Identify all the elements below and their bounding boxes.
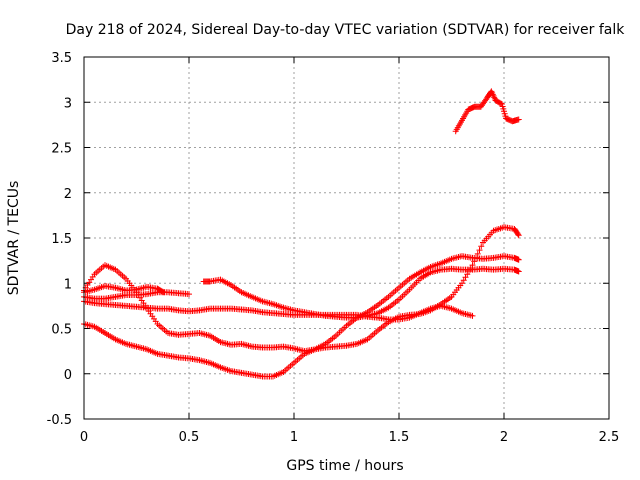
x-tick-label: 0: [80, 430, 88, 445]
chart-title: Day 218 of 2024, Sidereal Day-to-day VTE…: [66, 22, 626, 38]
data-point: [478, 243, 485, 250]
data-point: [476, 247, 483, 254]
y-tick-label: 1.5: [51, 232, 72, 247]
x-tick-label: 1.5: [389, 430, 410, 445]
data-point: [159, 288, 166, 295]
data-point: [462, 274, 469, 281]
x-tick-label: 2: [500, 430, 508, 445]
data-point: [515, 116, 522, 123]
y-tick-label: 0: [64, 368, 72, 383]
y-axis-label: SDTVAR / TECUs: [6, 181, 22, 296]
x-tick-label: 2.5: [599, 430, 620, 445]
series-track-6: [81, 282, 167, 296]
data-point: [515, 232, 522, 239]
data-point: [460, 277, 467, 284]
data-point: [469, 312, 476, 319]
y-tick-label: 0.5: [51, 323, 72, 338]
data-point: [497, 100, 504, 107]
plot-frame: [83, 56, 610, 420]
y-tick-label: 2: [64, 187, 72, 202]
y-tick-label: 2.5: [51, 142, 72, 157]
y-tick-label: 3: [64, 96, 72, 111]
data-point: [515, 268, 522, 275]
x-axis-label: GPS time / hours: [286, 458, 403, 474]
data-points: [81, 88, 522, 380]
x-tick-label: 0.5: [179, 430, 200, 445]
data-point: [515, 256, 522, 263]
y-tick-label: 3.5: [51, 51, 72, 66]
data-point: [459, 280, 465, 287]
data-point: [186, 291, 192, 298]
data-point: [515, 231, 521, 238]
y-tick-label: 1: [64, 277, 72, 292]
x-tick-label: 1: [290, 430, 298, 445]
data-point: [160, 289, 167, 296]
series-track-7: [452, 88, 522, 135]
series-track-3: [81, 289, 192, 302]
series-track-5: [81, 298, 476, 323]
y-tick-label: -0.5: [47, 413, 72, 428]
